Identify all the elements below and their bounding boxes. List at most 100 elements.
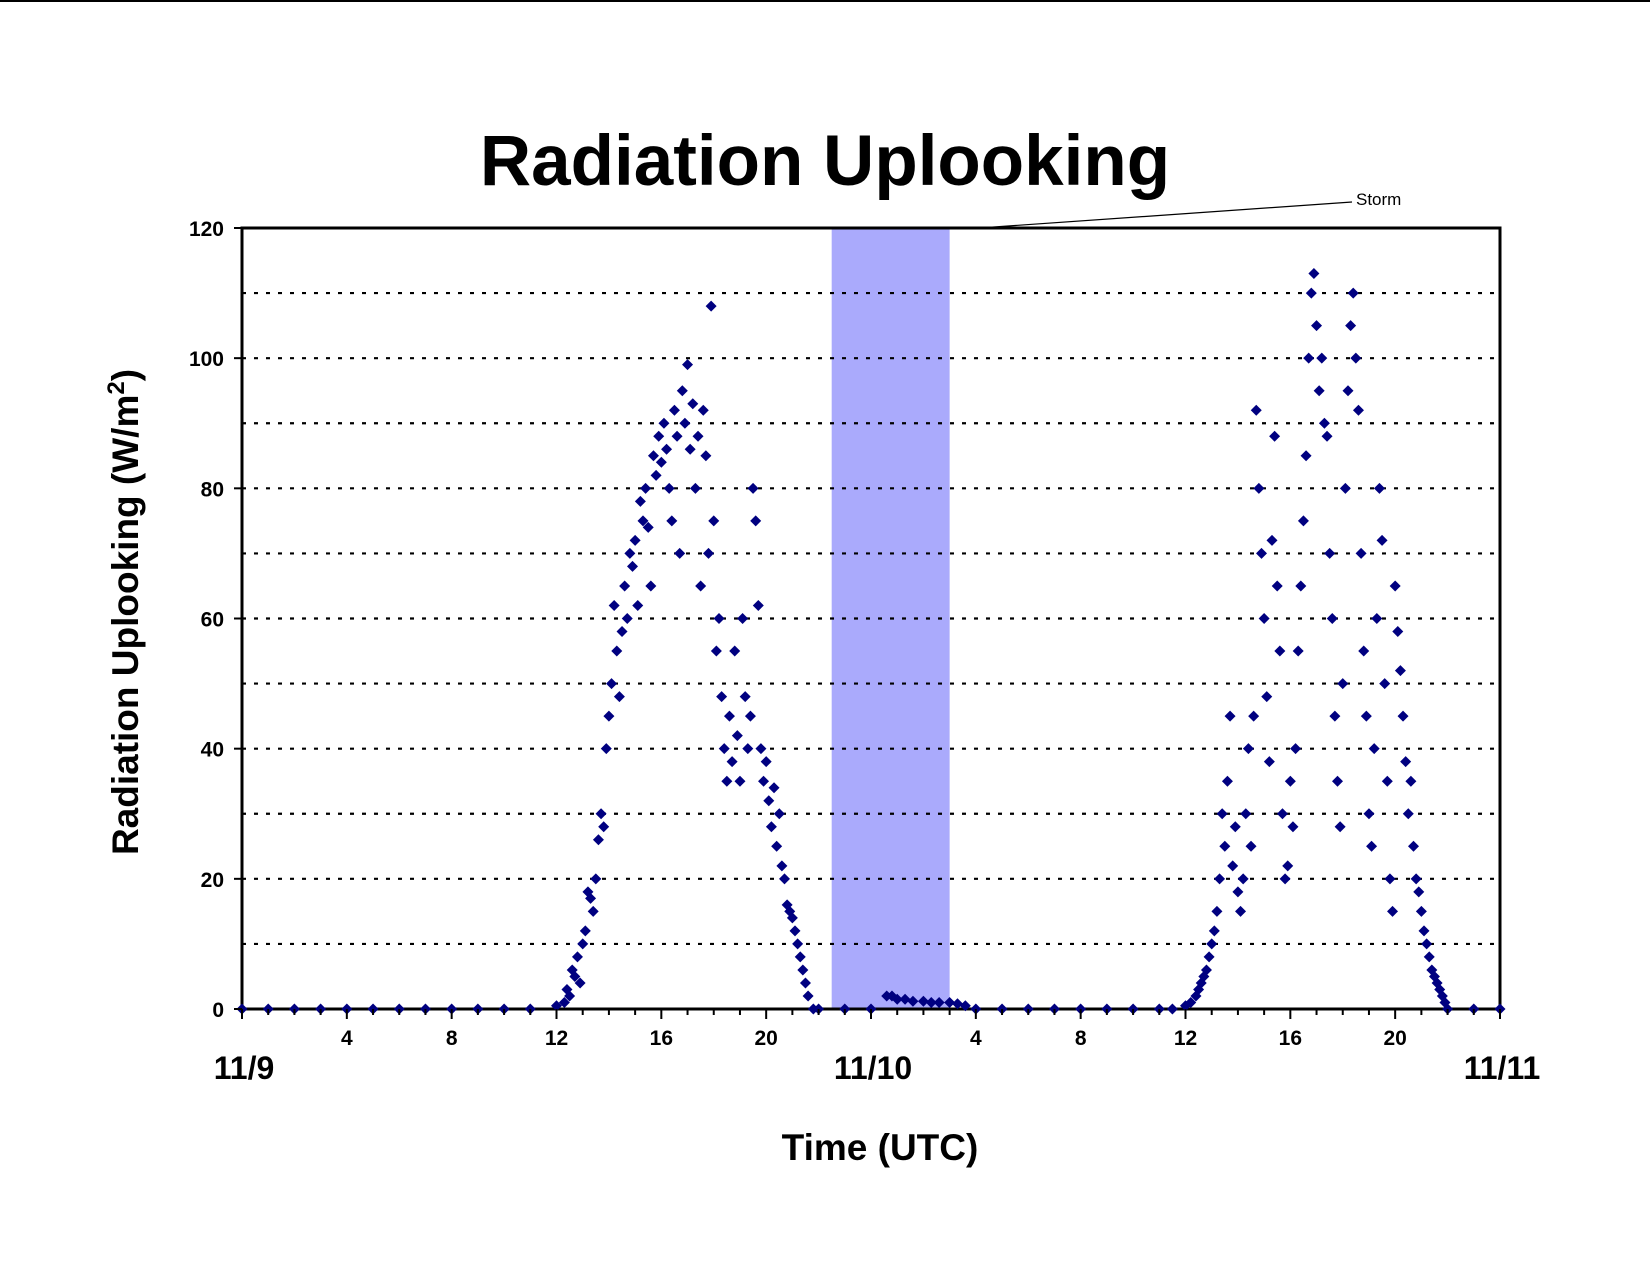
data-point (598, 821, 610, 833)
data-point (637, 515, 649, 527)
data-point (1263, 756, 1275, 768)
data-point (558, 996, 570, 1008)
data-point (1185, 996, 1197, 1008)
data-point (1300, 450, 1312, 462)
data-point (1261, 691, 1273, 703)
data-point (627, 560, 639, 572)
data-point (1350, 352, 1362, 364)
data-point (731, 730, 743, 742)
data-point (1208, 925, 1220, 937)
data-point (1232, 886, 1244, 898)
data-point (1363, 808, 1375, 820)
data-point (1371, 613, 1383, 624)
data-point (1290, 743, 1302, 755)
data-point (739, 691, 751, 703)
data-point (944, 996, 956, 1008)
data-point (1256, 547, 1268, 559)
data-point (1245, 840, 1257, 852)
data-point (1279, 873, 1291, 885)
data-point (1360, 710, 1372, 722)
data-points (236, 268, 1506, 1015)
data-point (629, 534, 641, 546)
y-tick-label: 60 (201, 609, 224, 632)
data-point (1421, 938, 1433, 950)
data-point (1250, 404, 1262, 416)
data-point (1347, 287, 1359, 299)
data-point (687, 398, 699, 410)
data-point (771, 840, 783, 852)
x-tick-label: 20 (1383, 1027, 1406, 1050)
data-point (655, 456, 667, 468)
data-point (1269, 430, 1281, 442)
data-point (663, 482, 675, 494)
data-point (752, 599, 764, 611)
y-tick-label: 80 (201, 478, 224, 501)
data-point (682, 359, 694, 371)
data-point (1337, 678, 1349, 690)
data-point (1276, 808, 1288, 820)
data-point (658, 417, 670, 429)
data-point (1397, 710, 1409, 722)
data-point (705, 300, 717, 312)
data-point (708, 515, 720, 527)
data-point (661, 443, 673, 455)
data-point (1214, 873, 1226, 885)
data-point (564, 990, 576, 1002)
data-point (792, 938, 804, 950)
data-point (668, 404, 680, 416)
data-point (1368, 743, 1380, 755)
data-point (645, 580, 657, 592)
data-point (959, 1000, 971, 1012)
data-point (758, 775, 770, 787)
x-tick-label: 8 (1075, 1027, 1087, 1050)
x-tick-label: 20 (754, 1027, 777, 1050)
data-point (1316, 352, 1328, 364)
data-point (1358, 645, 1370, 657)
data-point (697, 404, 709, 416)
data-point (1413, 886, 1425, 898)
data-point (592, 834, 604, 846)
data-point (689, 482, 701, 494)
data-point (776, 860, 788, 872)
x-date-label: 11/10 (834, 1050, 912, 1086)
data-point (606, 678, 618, 690)
x-date-label: 11/9 (214, 1050, 275, 1086)
data-point (710, 645, 722, 657)
data-point (1219, 840, 1231, 852)
data-point (1373, 482, 1385, 494)
data-point (1266, 534, 1278, 546)
data-point (1216, 808, 1228, 820)
data-point (634, 495, 646, 507)
y-axis-label-close: ) (105, 369, 146, 381)
data-point (789, 925, 801, 937)
data-point (608, 599, 620, 611)
data-point (1297, 515, 1309, 527)
data-point (1248, 710, 1260, 722)
data-point (640, 482, 652, 494)
data-point (674, 547, 686, 559)
data-point (647, 450, 659, 462)
x-axis: 4 8 12 16 20 4 8 12 16 20 11/9 11/10 11/11 (214, 1009, 1540, 1086)
data-point (1242, 743, 1254, 755)
data-point (1258, 613, 1270, 624)
data-point (1329, 710, 1341, 722)
data-point (695, 580, 707, 592)
y-axis-label: Radiation Uplooking (W/m2) (103, 369, 146, 855)
data-point (1305, 287, 1317, 299)
data-point (1324, 547, 1336, 559)
data-point (925, 996, 937, 1008)
data-point (1224, 710, 1236, 722)
data-point (1284, 775, 1296, 787)
y-tick-label: 40 (201, 739, 224, 762)
data-point (1392, 626, 1404, 638)
data-point (1352, 404, 1364, 416)
data-point (1274, 645, 1286, 657)
data-point (1339, 482, 1351, 494)
data-point (1237, 873, 1249, 885)
data-point (765, 821, 777, 833)
data-point (613, 691, 625, 703)
data-point (1295, 580, 1307, 592)
data-point (716, 691, 728, 703)
data-point (721, 775, 733, 787)
